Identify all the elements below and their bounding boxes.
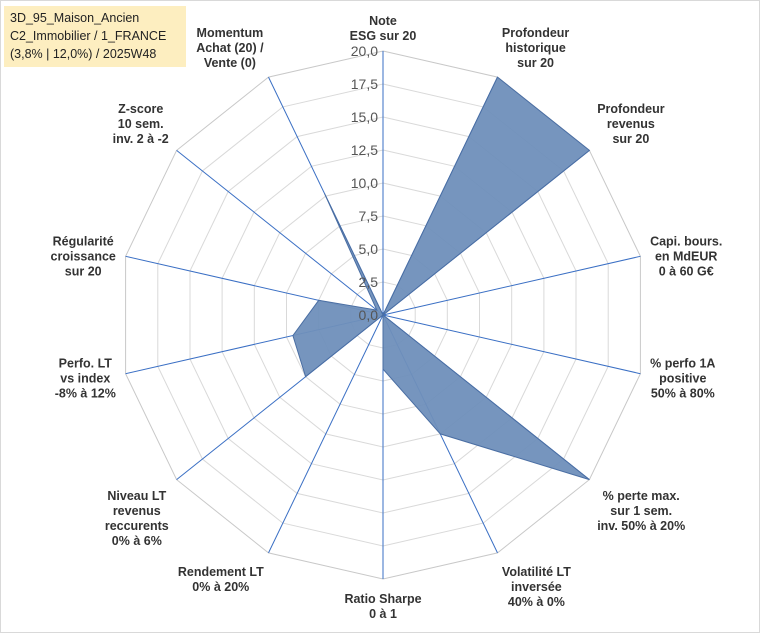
chart-title-line-2: C2_Immobilier / 1_FRANCE bbox=[10, 29, 167, 43]
tick-label: 5,0 bbox=[359, 241, 379, 257]
axis-label-line: Capi. bours. bbox=[650, 235, 722, 249]
radar-tick-labels: 0,0 2,5 5,0 7,5 10,0 12,5 15,0 17,5 20,0 bbox=[351, 43, 378, 323]
tick-label: 20,0 bbox=[351, 43, 378, 59]
axis-label-line: en MdEUR bbox=[655, 250, 718, 264]
axis-label-line: Note bbox=[369, 14, 397, 28]
axis-label-line: 50% à 80% bbox=[651, 387, 715, 401]
tick-label: 15,0 bbox=[351, 109, 378, 125]
axis-label-line: % perte max. bbox=[603, 489, 680, 503]
spoke-line bbox=[176, 150, 384, 316]
tick-label: 2,5 bbox=[359, 274, 379, 290]
tick-label: 7,5 bbox=[359, 208, 379, 224]
axis-label-line: inv. 50% à 20% bbox=[597, 519, 685, 533]
tick-label: 10,0 bbox=[351, 175, 378, 191]
axis-label-line: 0 à 60 G€ bbox=[659, 265, 714, 279]
axis-label-line: inversée bbox=[511, 580, 562, 594]
axis-label-line: vs index bbox=[60, 372, 110, 386]
axis-label-line: Perfo. LT bbox=[59, 357, 113, 371]
axis-label-line: Profondeur bbox=[502, 26, 569, 40]
spoke-line bbox=[382, 255, 641, 316]
axis-label-line: Profondeur bbox=[597, 102, 664, 116]
axis-label-line: inv. 2 à -2 bbox=[113, 132, 169, 146]
axis-label-line: Rendement LT bbox=[178, 565, 264, 579]
axis-label-line: Ratio Sharpe bbox=[344, 592, 421, 606]
axis-label-line: 0% à 6% bbox=[112, 534, 162, 548]
axis-label-line: sur 20 bbox=[65, 265, 102, 279]
tick-label: 17,5 bbox=[351, 76, 378, 92]
spoke-line bbox=[268, 314, 384, 554]
tick-label: 12,5 bbox=[351, 142, 378, 158]
axis-label-line: historique bbox=[505, 41, 565, 55]
chart-title-box: 3D_95_Maison_Ancien C2_Immobilier / 1_FR… bbox=[4, 6, 186, 67]
axis-label-line: sur 1 sem. bbox=[610, 504, 672, 518]
axis-label-line: Régularité bbox=[53, 235, 114, 249]
axis-label-line: revenus bbox=[607, 117, 655, 131]
axis-label-line: ESG sur 20 bbox=[350, 29, 417, 43]
axis-label-line: Niveau LT bbox=[107, 489, 166, 503]
axis-label-line: Volatilité LT bbox=[502, 565, 571, 579]
axis-label-line: reccurents bbox=[105, 519, 169, 533]
axis-label-5: % perte max.sur 1 sem.inv. 50% à 20% bbox=[597, 489, 685, 533]
axis-label-line: Momentum bbox=[197, 26, 264, 40]
axis-label-line: positive bbox=[659, 372, 706, 386]
axis-label-line: Vente (0) bbox=[204, 56, 256, 70]
axis-label-line: 0% à 20% bbox=[192, 580, 249, 594]
spoke-line bbox=[382, 314, 641, 375]
axis-label-line: 0 à 1 bbox=[369, 607, 397, 621]
axis-label-line: % perfo 1A bbox=[650, 357, 715, 371]
axis-label-line: croissance bbox=[51, 250, 116, 264]
axis-label-line: -8% à 12% bbox=[55, 387, 116, 401]
axis-label-line: Z-score bbox=[118, 102, 163, 116]
axis-label-line: revenus bbox=[113, 504, 161, 518]
series-area bbox=[292, 76, 591, 481]
axis-label-line: sur 20 bbox=[517, 56, 554, 70]
radar-series bbox=[292, 76, 591, 481]
axis-label-line: sur 20 bbox=[612, 132, 649, 146]
axis-label-line: 10 sem. bbox=[118, 117, 164, 131]
tick-label: 0,0 bbox=[359, 307, 379, 323]
axis-label-line: 40% à 0% bbox=[508, 595, 565, 609]
axis-label-line: Achat (20) / bbox=[196, 41, 264, 55]
chart-title-line-3: (3,8% | 12,0%) / 2025W48 bbox=[10, 47, 157, 61]
axis-label-8: Rendement LT0% à 20% bbox=[178, 565, 264, 594]
chart-title-line-1: 3D_95_Maison_Ancien bbox=[10, 11, 140, 25]
